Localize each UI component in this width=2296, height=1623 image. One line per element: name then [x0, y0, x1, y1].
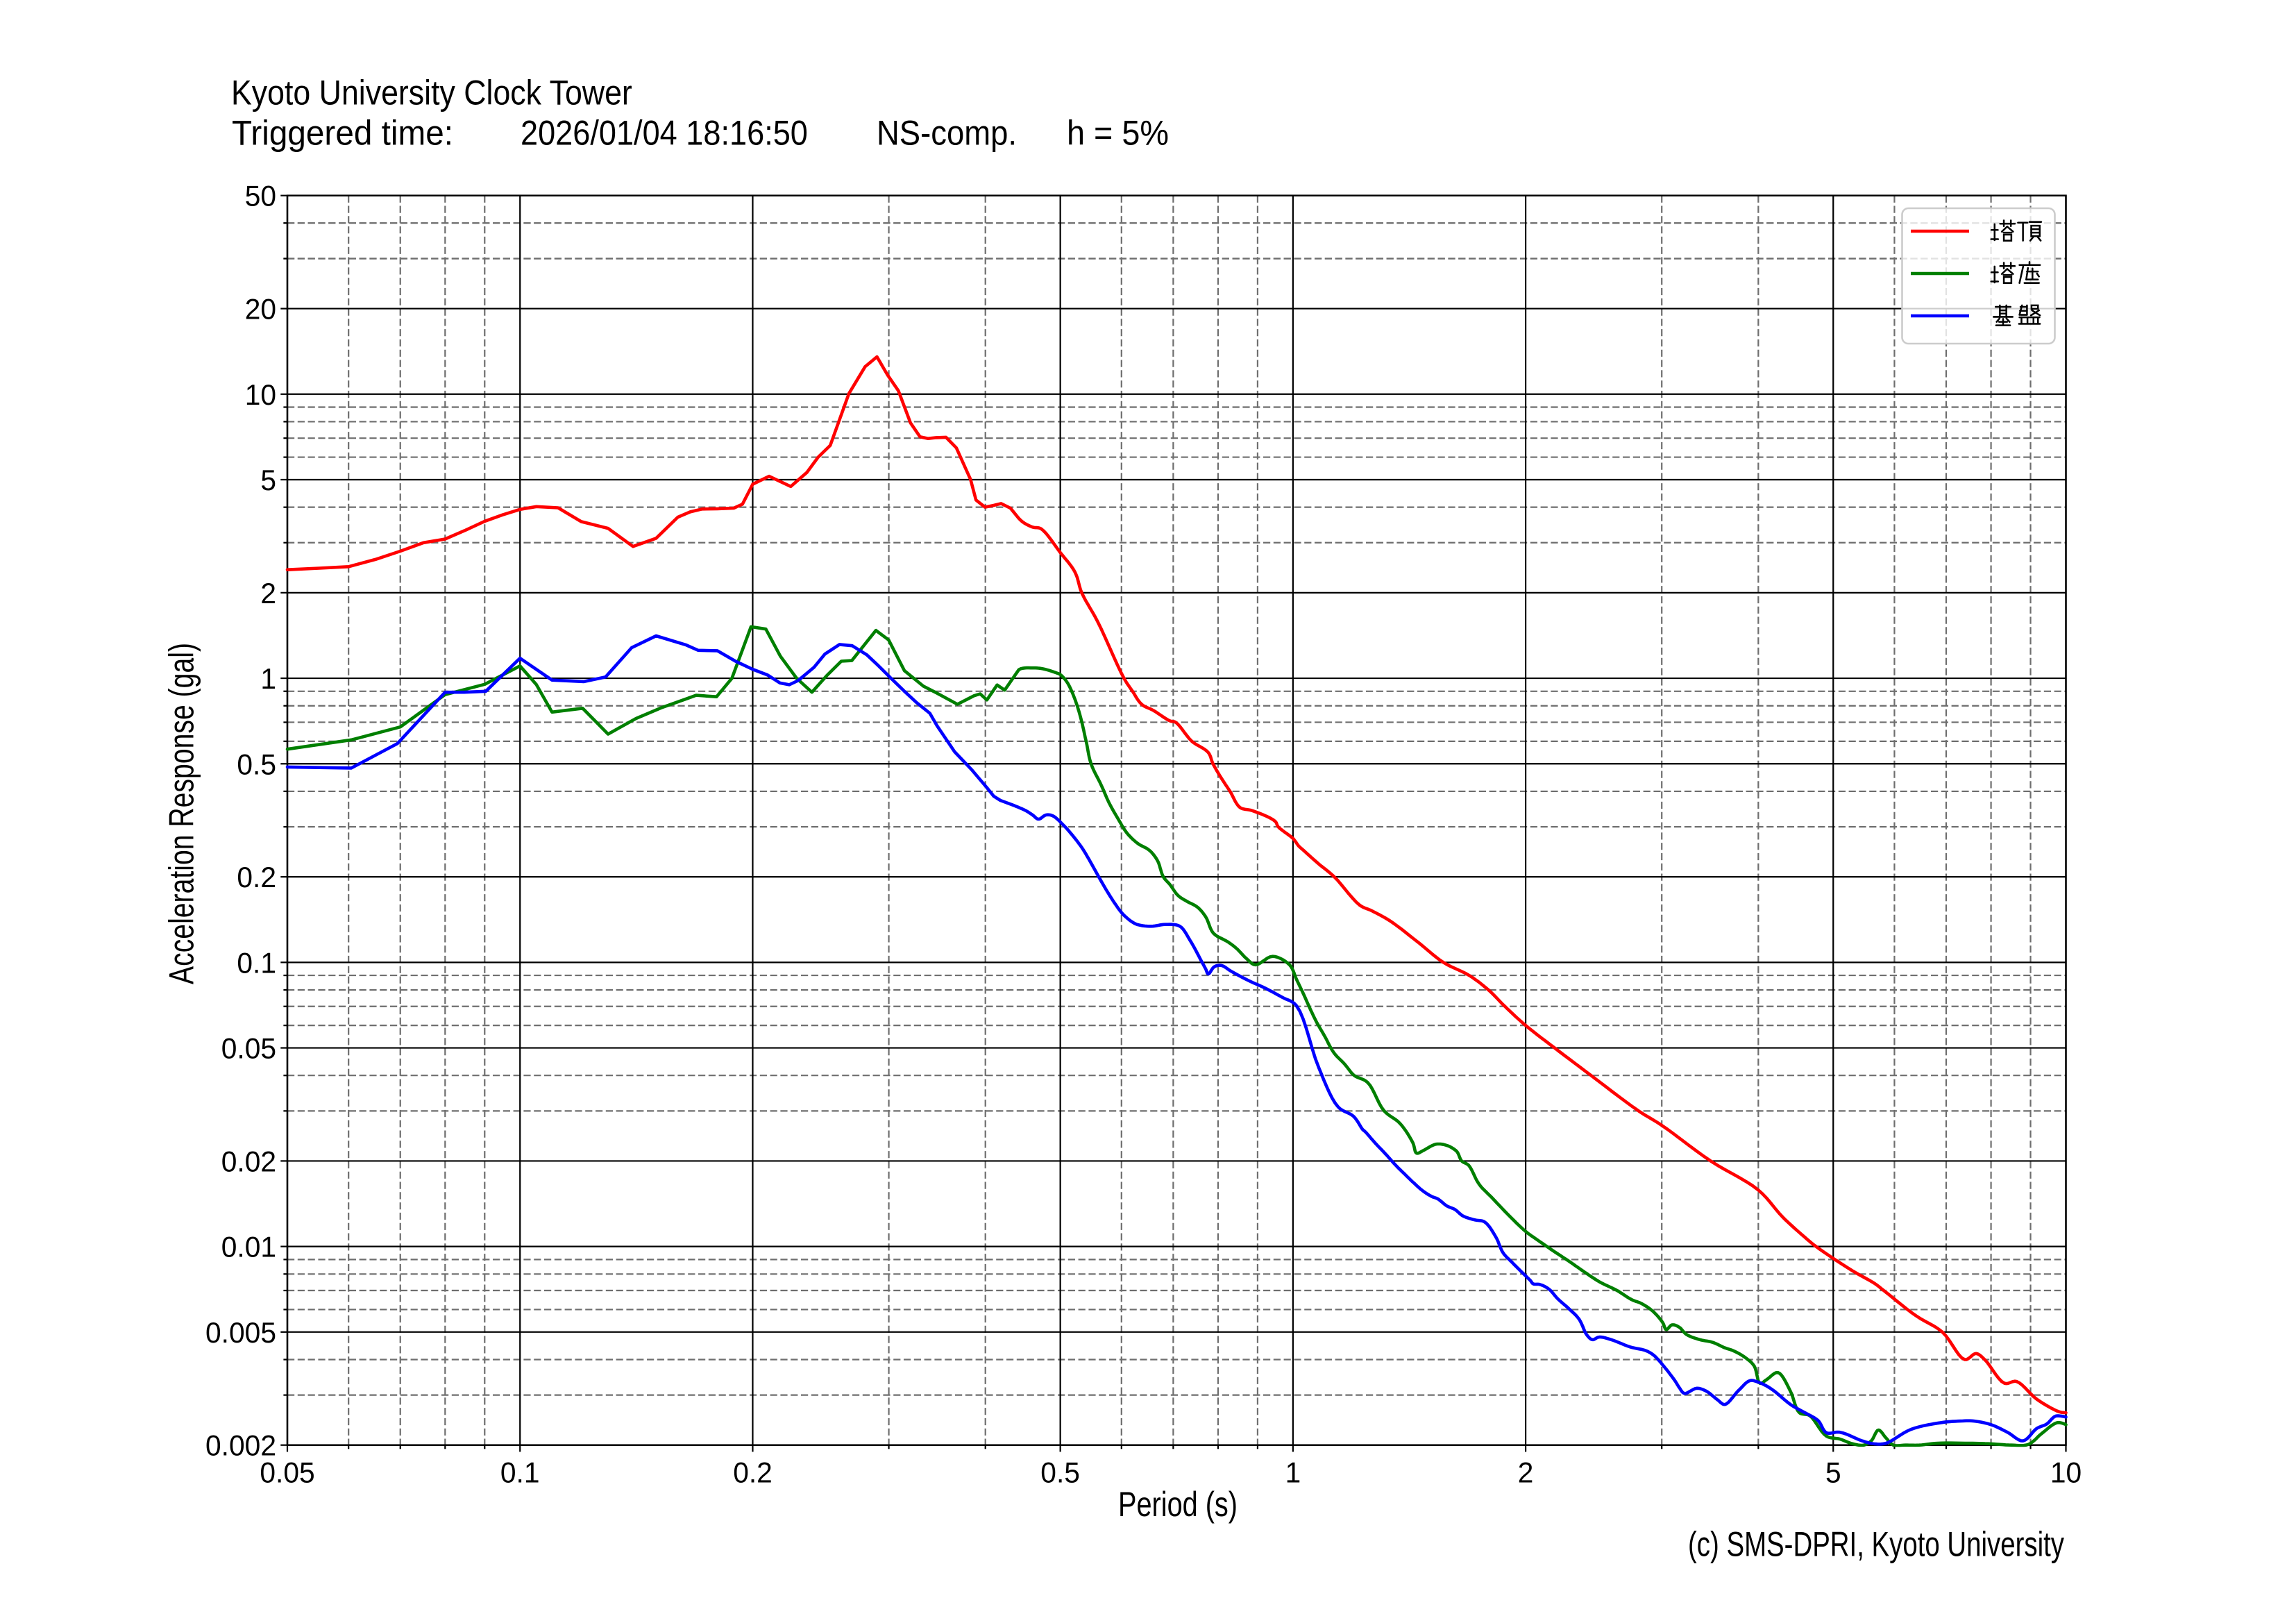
svg-text:0.5: 0.5: [237, 748, 276, 781]
svg-text:2026/01/04 18:16:50: 2026/01/04 18:16:50: [521, 114, 808, 153]
svg-text:20: 20: [245, 293, 276, 326]
svg-text:5: 5: [1825, 1456, 1841, 1489]
svg-text:0.02: 0.02: [221, 1145, 276, 1178]
svg-text:10: 10: [245, 378, 276, 411]
svg-text:0.01: 0.01: [221, 1231, 276, 1263]
svg-text:Acceleration Response (gal): Acceleration Response (gal): [162, 643, 201, 984]
svg-text:Period (s): Period (s): [1118, 1485, 1238, 1524]
svg-text:2: 2: [260, 577, 276, 609]
svg-text:NS-comp.: NS-comp.: [877, 115, 1017, 153]
svg-text:50: 50: [245, 180, 276, 212]
svg-text:(c) SMS-DPRI, Kyoto University: (c) SMS-DPRI, Kyoto University: [1688, 1526, 2065, 1564]
svg-text:h = 5%: h = 5%: [1067, 114, 1169, 153]
svg-text:0.005: 0.005: [205, 1316, 276, 1349]
svg-text:10: 10: [2050, 1456, 2082, 1489]
svg-text:1: 1: [260, 662, 276, 695]
svg-text:Triggered time:: Triggered time:: [232, 115, 453, 153]
svg-text:0.2: 0.2: [733, 1456, 773, 1489]
svg-text:0.2: 0.2: [237, 861, 276, 894]
svg-text:1: 1: [1285, 1456, 1301, 1489]
svg-text:2: 2: [1518, 1456, 1534, 1489]
svg-text:5: 5: [260, 464, 276, 496]
svg-text:0.5: 0.5: [1040, 1456, 1080, 1489]
svg-text:Kyoto University Clock Tower: Kyoto University Clock Tower: [231, 74, 632, 112]
svg-text:0.1: 0.1: [237, 947, 276, 979]
svg-text:0.05: 0.05: [260, 1456, 314, 1489]
svg-text:0.05: 0.05: [221, 1032, 276, 1065]
svg-text:0.002: 0.002: [205, 1429, 276, 1462]
svg-text:0.1: 0.1: [500, 1456, 540, 1489]
